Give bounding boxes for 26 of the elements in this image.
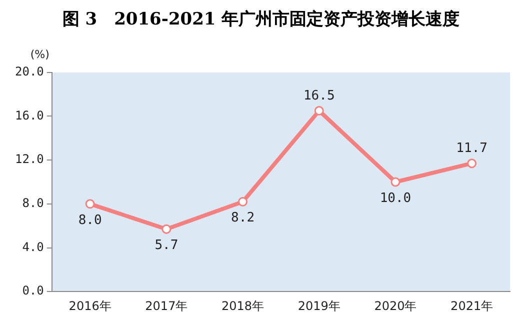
data-label: 8.2 <box>231 210 255 226</box>
x-tick-label: 2020年 <box>374 298 417 313</box>
x-tick-label: 2021年 <box>450 298 494 313</box>
x-tick-label: 2017年 <box>145 298 188 313</box>
y-tick-label: 16.0 <box>14 108 44 122</box>
data-label: 10.0 <box>380 190 412 206</box>
y-tick-label: 20.0 <box>14 64 44 79</box>
y-tick-label: 4.0 <box>22 240 44 254</box>
y-tick-label: 8.0 <box>22 196 44 210</box>
y-tick-label: 12.0 <box>14 152 44 166</box>
y-axis-title: (%) <box>30 48 50 61</box>
chart-title: 图 3 2016-2021 年广州市固定资产投资增长速度 <box>62 10 460 30</box>
point <box>162 224 172 234</box>
data-label: 5.7 <box>154 238 178 254</box>
y-tick-label: 0.0 <box>22 284 44 298</box>
x-tick-label: 2018年 <box>222 298 264 313</box>
point <box>390 177 400 187</box>
point <box>314 106 324 116</box>
data-label: 11.7 <box>456 141 488 156</box>
x-tick-label: 2019年 <box>298 298 340 313</box>
data-label: 16.5 <box>303 88 335 104</box>
point <box>238 196 248 206</box>
point <box>467 158 477 168</box>
point <box>85 199 95 209</box>
data-label: 8.0 <box>78 212 102 228</box>
x-tick-label: 2016年 <box>68 298 112 313</box>
